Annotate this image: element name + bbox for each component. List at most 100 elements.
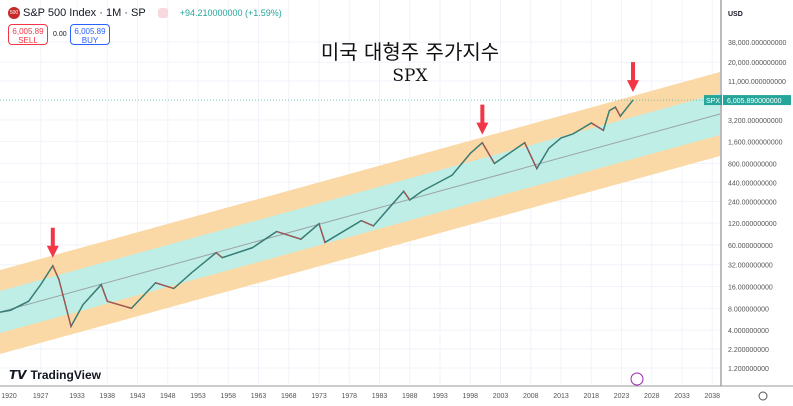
price-segment	[373, 190, 405, 227]
y-tick-label: 120.000000000	[728, 221, 777, 228]
price-segment	[10, 300, 29, 311]
sell-button[interactable]: 6,005.89 SELL	[8, 24, 48, 45]
symbol-badge-text: SPX	[706, 98, 720, 105]
x-tick-label: 2008	[523, 393, 539, 400]
x-tick-label: 1927	[33, 393, 49, 400]
sp500-logo-icon: 500	[8, 7, 20, 19]
symbol-badge	[704, 95, 722, 106]
y-tick-label: 38,000.000000000	[728, 40, 786, 47]
price-segment	[276, 231, 302, 240]
x-tick-label: 2003	[493, 393, 509, 400]
x-tick-label: 2013	[553, 393, 569, 400]
y-tick-label: 2.200000000	[728, 347, 769, 354]
price-segment	[52, 265, 60, 280]
buy-price: 6,005.89	[74, 27, 106, 36]
price-segment	[615, 106, 621, 117]
y-tick-label: 240.000000000	[728, 199, 777, 206]
x-tick-label: 1983	[372, 393, 388, 400]
price-segment	[107, 300, 132, 309]
y-tick-label: 1,600.000000000	[728, 140, 783, 147]
sell-label: SELL	[18, 36, 38, 45]
price-segment	[548, 137, 562, 149]
price-segment	[609, 106, 616, 112]
last-price-badge	[723, 95, 791, 106]
red-arrow-icon	[626, 62, 639, 93]
x-tick-label: 1993	[432, 393, 448, 400]
x-tick-label: 2028	[644, 393, 660, 400]
y-tick-label: 440.000000000	[728, 180, 777, 187]
tradingview-logo[interactable]: 𝙏𝙑 TradingView	[9, 368, 101, 382]
y-tick-label: 8.000000000	[728, 306, 769, 313]
price-segment	[222, 247, 253, 259]
price-change: +94.210000000 (+1.59%)	[179, 8, 282, 18]
annotation-subtitle: SPX	[392, 66, 428, 86]
price-segment	[318, 223, 326, 243]
price-segment	[619, 106, 628, 117]
y-tick-label: 60.000000000	[728, 243, 773, 250]
y-tick-label: 20,000.000000000	[728, 60, 786, 67]
annotation-title: 미국 대형주 주가지수	[320, 40, 500, 64]
price-segment	[324, 220, 362, 243]
price-segment	[536, 147, 550, 169]
price-segment	[70, 304, 84, 327]
x-tick-label: 2018	[583, 393, 599, 400]
x-tick-label: 1943	[130, 393, 146, 400]
x-tick-label: 1958	[220, 393, 236, 400]
x-tick-label: 1948	[160, 393, 176, 400]
price-segment	[215, 252, 223, 259]
price-segment	[28, 284, 42, 302]
x-tick-label: 1988	[402, 393, 418, 400]
buy-label: BUY	[81, 36, 99, 45]
settings-icon	[758, 391, 768, 401]
price-segment	[40, 265, 54, 285]
tv-logo-icon: 𝙏𝙑	[9, 368, 27, 382]
x-tick-label: 1920	[1, 393, 17, 400]
price-segment	[524, 142, 538, 169]
y-tick-label: 4.000000000	[728, 328, 769, 335]
price-segment	[481, 142, 495, 164]
price-segment	[58, 279, 72, 327]
currency-label: USD	[728, 11, 743, 18]
price-segment	[421, 174, 453, 192]
lightning-icon	[630, 372, 644, 386]
x-tick-label: 2033	[674, 393, 690, 400]
price-segment	[361, 220, 374, 227]
y-tick-label: 1.200000000	[728, 366, 769, 373]
price-segment	[602, 110, 610, 131]
x-tick-label: 1938	[99, 393, 115, 400]
x-tick-label: 1973	[311, 393, 327, 400]
tv-brand-text: TradingView	[30, 368, 101, 382]
price-segment	[590, 122, 604, 131]
price-segment	[191, 252, 217, 273]
last-price-text: 6,005.890000000	[727, 98, 782, 105]
price-segment	[409, 190, 423, 201]
price-segment	[300, 223, 320, 240]
price-segment	[100, 284, 108, 302]
price-segment	[560, 133, 574, 139]
x-tick-label: 1953	[190, 393, 206, 400]
price-segment	[252, 231, 277, 249]
price-segment	[173, 272, 193, 289]
red-arrow-icon	[476, 104, 489, 135]
symbol-title[interactable]: S&P 500 Index · 1M · SP	[23, 7, 146, 19]
red-arrow-icon	[46, 227, 59, 258]
price-segment	[0, 309, 11, 313]
price-segment	[403, 191, 411, 201]
y-tick-label: 800.000000000	[728, 161, 777, 168]
channel-midline	[0, 113, 721, 313]
price-axis	[720, 0, 793, 406]
buy-button[interactable]: 6,005.89 BUY	[70, 24, 110, 45]
sell-price: 6,005.89	[12, 27, 44, 36]
price-segment	[155, 282, 174, 290]
spread: 0.00	[53, 31, 67, 38]
price-segment	[572, 122, 592, 135]
y-tick-label: 16.000000000	[728, 285, 773, 292]
price-segment	[131, 282, 157, 309]
y-tick-label: 3,200.000000000	[728, 118, 783, 125]
x-tick-label: 2023	[614, 393, 630, 400]
x-tick-label: 1968	[281, 393, 297, 400]
x-tick-label: 1998	[462, 393, 478, 400]
symbol-header: 500 S&P 500 Index · 1M · SP +94.21000000…	[8, 7, 282, 19]
x-tick-label: 2038	[704, 393, 720, 400]
